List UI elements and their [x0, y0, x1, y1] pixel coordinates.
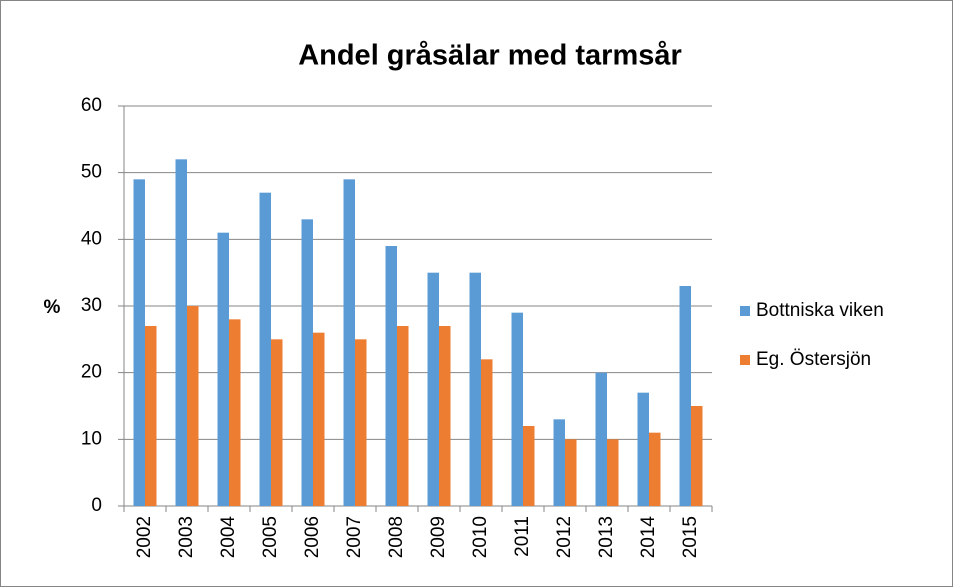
x-tick-label: 2015 — [680, 516, 701, 558]
bar — [397, 326, 409, 506]
legend-swatch — [740, 355, 750, 365]
bar — [217, 232, 229, 506]
y-tick-label: 60 — [81, 95, 102, 116]
bar — [301, 219, 313, 507]
x-tick-label: 2008 — [386, 516, 407, 558]
chart-title: Andel gråsälar med tarmsår — [298, 40, 682, 72]
bar — [691, 406, 703, 506]
x-tick-label: 2006 — [302, 516, 323, 558]
x-tick-label: 2013 — [596, 516, 617, 558]
bar — [271, 339, 283, 506]
x-tick-label: 2009 — [428, 516, 449, 558]
bar — [511, 312, 523, 506]
bar — [439, 326, 451, 506]
x-tick-label: 2014 — [638, 516, 659, 559]
bar — [259, 192, 271, 506]
y-tick-label: 30 — [81, 295, 102, 316]
bar — [565, 439, 577, 506]
y-tick-label: 0 — [91, 495, 102, 516]
x-tick-label: 2003 — [176, 516, 197, 558]
legend-label: Bottniska viken — [756, 300, 884, 321]
legend-label: Eg. Östersjön — [756, 349, 871, 370]
bar — [469, 272, 481, 506]
bar — [175, 159, 187, 507]
y-tick-label: 20 — [81, 362, 102, 383]
bar — [187, 306, 199, 506]
x-tick-label: 2002 — [134, 516, 155, 558]
bar — [595, 372, 607, 506]
bar — [355, 339, 367, 506]
legend-swatch — [740, 306, 750, 316]
x-tick-label: 2012 — [554, 516, 575, 558]
bar — [637, 392, 649, 506]
bar — [427, 272, 439, 506]
y-tick-label: 40 — [81, 228, 102, 249]
x-tick-label: 2005 — [260, 516, 281, 558]
x-tick-label: 2011 — [512, 516, 533, 557]
x-tick-label: 2010 — [470, 516, 491, 558]
bar — [343, 179, 355, 507]
y-axis-label: % — [44, 297, 61, 318]
bar — [145, 326, 157, 506]
bar — [229, 319, 241, 506]
bar — [523, 426, 535, 506]
bar — [679, 286, 691, 506]
y-tick-label: 50 — [81, 162, 102, 183]
bar — [607, 439, 619, 506]
bar — [133, 179, 145, 507]
bar — [481, 359, 493, 506]
bar — [385, 246, 397, 506]
bar — [313, 332, 325, 506]
y-tick-label: 10 — [81, 428, 102, 449]
bar — [649, 432, 661, 506]
x-tick-label: 2004 — [218, 516, 239, 559]
bar — [553, 419, 565, 506]
x-tick-label: 2007 — [344, 516, 365, 558]
